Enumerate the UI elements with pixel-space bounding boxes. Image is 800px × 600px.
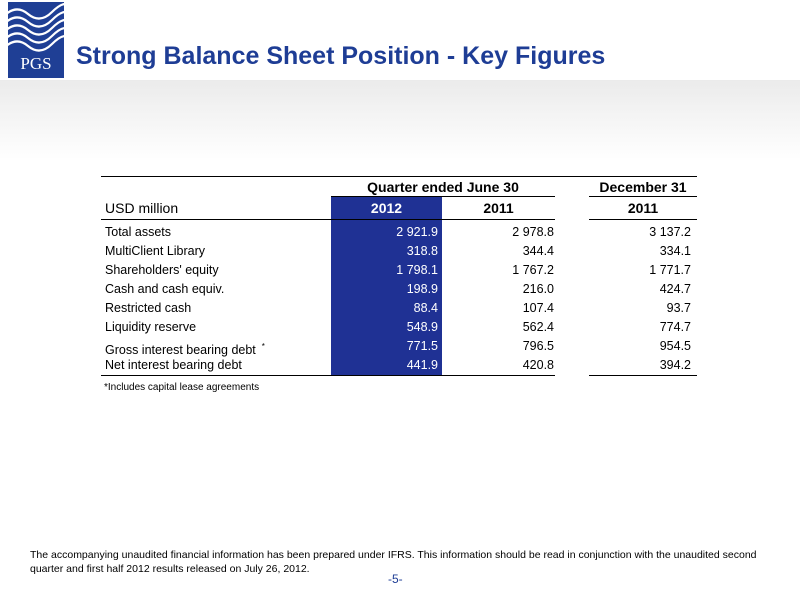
row-label: Restricted cash (105, 301, 192, 315)
table-footnote: *Includes capital lease agreements (104, 382, 260, 393)
disclaimer-text: The accompanying unaudited financial inf… (30, 549, 757, 575)
cell-2012: 548.9 (406, 320, 438, 334)
cell-2011-quarter: 2 978.8 (512, 225, 554, 239)
cell-2011-december: 954.5 (659, 339, 691, 353)
highlight-column-2012 (331, 196, 442, 376)
cell-2011-december: 394.2 (659, 358, 691, 372)
header-gradient (0, 80, 800, 160)
cell-2012: 771.5 (406, 339, 438, 353)
page-title: Strong Balance Sheet Position - Key Figu… (76, 42, 606, 70)
header-bottom-rule-december (589, 219, 697, 220)
table-row: Shareholders' equity 1 798.1 1 767.2 1 7… (101, 261, 697, 280)
cell-2011-december: 774.7 (659, 320, 691, 334)
cell-2011-quarter: 420.8 (522, 358, 554, 372)
cell-2011-december: 334.1 (659, 244, 691, 258)
cell-2011-december: 1 771.7 (649, 263, 691, 277)
page-number: -5- (388, 572, 403, 586)
row-label-text: Gross interest bearing debt (105, 343, 256, 358)
table-row: Liquidity reserve 548.9 562.4 774.7 (101, 318, 697, 337)
year-header-2011-december: 2011 (627, 200, 659, 216)
cell-2011-december: 3 137.2 (649, 225, 691, 239)
table-row: Net interest bearing debt 441.9 420.8 39… (101, 356, 697, 375)
unit-label: USD million (105, 200, 179, 216)
header-bottom-rule (101, 219, 555, 220)
key-figures-table: Quarter ended June 30 December 31 USD mi… (101, 176, 697, 376)
table-row: MultiClient Library 318.8 344.4 334.1 (101, 242, 697, 261)
row-label: MultiClient Library (105, 244, 206, 258)
row-label: Gross interest bearing debt * (105, 337, 265, 360)
table-row: Restricted cash 88.4 107.4 93.7 (101, 299, 697, 318)
row-label: Net interest bearing debt (105, 358, 242, 372)
table-bottom-rule (101, 375, 555, 376)
year-header-2011-quarter: 2011 (483, 200, 514, 216)
table-row: Cash and cash equiv. 198.9 216.0 424.7 (101, 280, 697, 299)
cell-2011-december: 93.7 (666, 301, 691, 315)
wave-logo-icon (8, 3, 64, 52)
cell-2012: 1 798.1 (396, 263, 438, 277)
group-rule-quarter (331, 196, 555, 197)
cell-2011-quarter: 216.0 (522, 282, 554, 296)
cell-2012: 88.4 (413, 301, 438, 315)
table-bottom-rule-december (589, 375, 697, 376)
cell-2011-quarter: 107.4 (522, 301, 554, 315)
cell-2011-december: 424.7 (659, 282, 691, 296)
row-label: Liquidity reserve (105, 320, 197, 334)
cell-2012: 198.9 (406, 282, 438, 296)
logo-text: PGS (20, 54, 52, 73)
row-label: Cash and cash equiv. (105, 282, 225, 296)
footnote-marker: * (261, 342, 265, 351)
row-label: Shareholders' equity (105, 263, 219, 277)
pgs-logo: PGS (8, 2, 64, 78)
table-row: Total assets 2 921.9 2 978.8 3 137.2 (101, 223, 697, 242)
group-rule-december (589, 196, 697, 197)
cell-2012: 441.9 (406, 358, 438, 372)
cell-2012: 2 921.9 (396, 225, 438, 239)
cell-2011-quarter: 796.5 (522, 339, 554, 353)
year-header-2012: 2012 (370, 200, 403, 216)
cell-2011-quarter: 562.4 (522, 320, 554, 334)
cell-2011-quarter: 344.4 (522, 244, 554, 258)
cell-2012: 318.8 (406, 244, 438, 258)
table-top-rule (101, 176, 697, 177)
group-header-december: December 31 (599, 179, 687, 195)
row-label: Total assets (105, 225, 172, 239)
cell-2011-quarter: 1 767.2 (512, 263, 554, 277)
group-header-quarter: Quarter ended June 30 (367, 179, 519, 195)
table-row: Gross interest bearing debt * 771.5 796.5… (101, 337, 697, 357)
